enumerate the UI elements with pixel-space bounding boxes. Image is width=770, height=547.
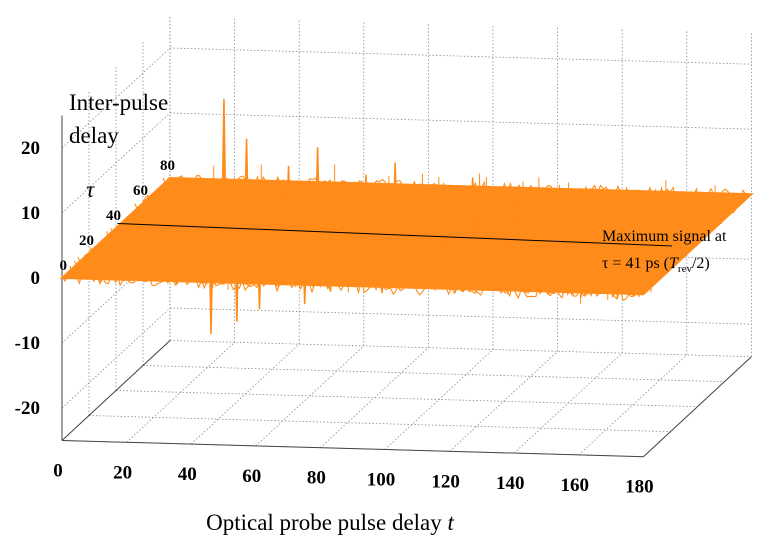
axis-edge (61, 340, 171, 441)
signal-peak (469, 177, 476, 238)
leftwall-gridline (61, 307, 171, 409)
t-tick-label: 20 (113, 462, 132, 483)
signal-peak (221, 98, 227, 231)
floor-gridline (169, 340, 752, 358)
signal-peak (482, 236, 489, 284)
x-axis-label: Optical probe pulse delay t (206, 510, 454, 535)
signal-peak (641, 240, 647, 275)
z-tick-label: -10 (15, 333, 40, 354)
z-tick-label: -20 (15, 398, 40, 419)
tau-tick-label: 0 (60, 258, 68, 274)
floor-gridline (142, 365, 725, 383)
t-tick-label: 60 (242, 466, 261, 487)
annotation-marks (117, 223, 673, 247)
y-axis-label-line1: Inter-pulse (69, 90, 168, 115)
tau-tick-label: 20 (79, 233, 94, 249)
signal-peak (256, 229, 263, 310)
y-axis-label-line2: delay (69, 123, 119, 148)
axis-edge (643, 356, 752, 458)
tau-tick-label: 40 (106, 208, 121, 224)
t-tick-label: 0 (53, 461, 63, 482)
t-tick-label: 160 (561, 475, 590, 496)
signal-peak (547, 192, 553, 240)
signal-peak (534, 237, 541, 279)
leftwall-gridline (61, 47, 171, 149)
floor-gridline (115, 390, 698, 408)
z-tick-label: 10 (21, 203, 40, 224)
t-tick-label: 80 (307, 468, 326, 489)
floor-gridline (578, 354, 688, 456)
signal-peak (327, 231, 334, 292)
signal-peak (518, 198, 524, 239)
surface-strand (158, 180, 739, 213)
surface-strand (102, 234, 682, 265)
signal-peak (673, 215, 679, 244)
t-tick-label: 40 (178, 464, 197, 485)
floor-gridline (126, 342, 235, 443)
signal-peak (456, 235, 463, 283)
t-tick-label: 140 (496, 473, 525, 494)
surface (59, 98, 754, 335)
signal-peak (611, 239, 618, 274)
annotation-line1: Maximum signal at (602, 228, 727, 245)
surface-strand (167, 174, 747, 205)
signal-peak (314, 147, 321, 234)
t-tick-label: 120 (431, 471, 460, 492)
tau-tick-label: 60 (133, 183, 148, 199)
signal-peak (285, 165, 292, 233)
floor-gridline (88, 415, 671, 433)
signal-peak (172, 188, 179, 230)
signal-peak (689, 209, 696, 244)
annotation-line2: τ = 41 ps (Trev/2) (602, 255, 710, 275)
t-tick-label: 100 (367, 470, 396, 491)
max-signal-line (117, 223, 673, 247)
surface-strand (89, 243, 670, 276)
signal-peak (208, 228, 214, 335)
floor-gridline (320, 347, 429, 448)
signal-peak (440, 183, 447, 237)
signal-peak (563, 238, 570, 280)
floor-gridline (449, 351, 558, 452)
tau-tick-label: 80 (160, 158, 175, 174)
signal-peak (301, 231, 308, 305)
axis-line-t (61, 440, 644, 458)
z-tick-label: 0 (31, 268, 41, 289)
signal-peak (243, 138, 250, 232)
surface-strand (122, 215, 702, 246)
t-tick-label: 180 (625, 477, 654, 498)
y-axis-symbol: τ (86, 177, 95, 202)
signal-peak (392, 162, 398, 236)
surface-strand (65, 267, 645, 298)
backwall-gridline (169, 47, 752, 65)
signal-peak (624, 201, 631, 242)
surface-strand (81, 252, 662, 285)
backwall-gridline (169, 307, 752, 325)
signal-peak (595, 206, 602, 241)
floor-gridline (190, 343, 300, 445)
z-tick-label: 20 (21, 138, 40, 159)
backwall-gridline (169, 112, 752, 130)
signal-peak (234, 229, 240, 322)
leftwall-gridline (61, 112, 171, 214)
